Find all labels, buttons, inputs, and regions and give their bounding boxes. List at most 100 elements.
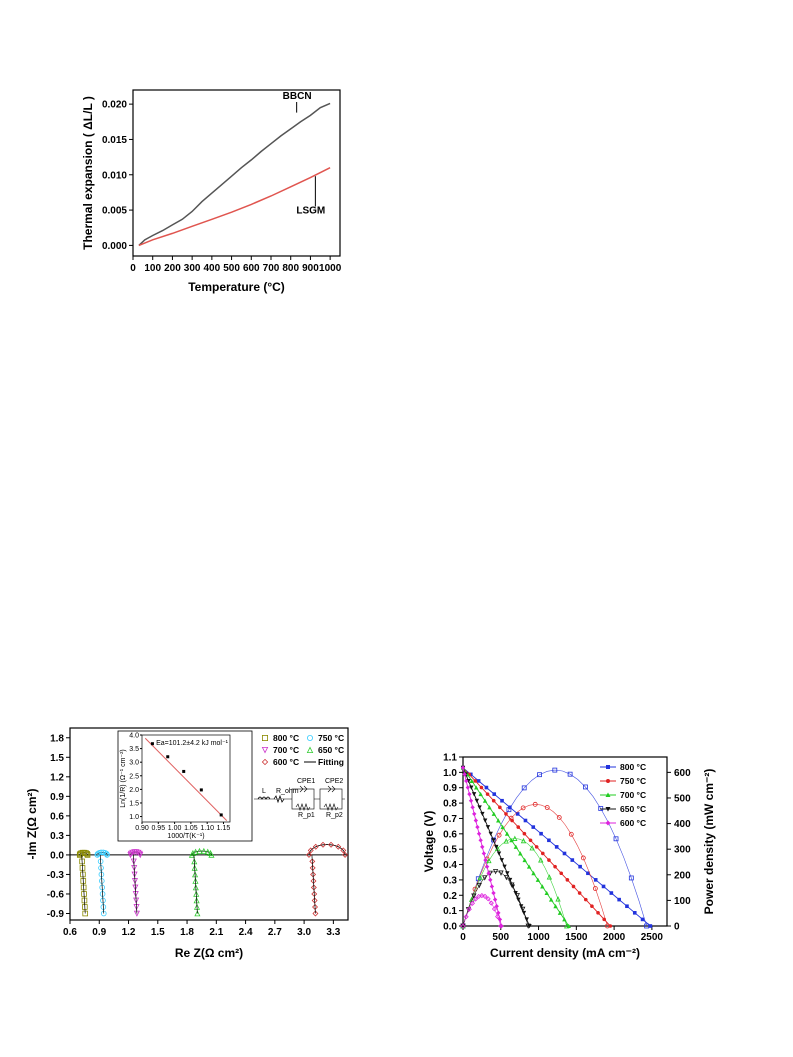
voltage-point: [526, 864, 532, 869]
iv-power-chart: 0 500 1000 1500 2000 25000.00.10.20.30.40.50.…: [422, 753, 716, 961]
voltage-point: [484, 785, 489, 790]
y2-tick-label: 200: [674, 870, 691, 881]
power-point: [466, 906, 472, 912]
voltage-point: [482, 818, 488, 823]
y2-tick-label: 500: [674, 793, 691, 804]
power-point: [644, 923, 650, 929]
voltage-point: [499, 858, 504, 863]
voltage-point: [590, 904, 594, 909]
voltage-point: [467, 791, 472, 797]
legend-label: 600 °C: [273, 757, 299, 767]
x-tick-label: 1000: [319, 263, 342, 274]
y-tick-label: 1.5: [50, 753, 64, 764]
legend-marker: [261, 758, 269, 766]
y-axis-label: -Im Z(Ω cm²): [25, 789, 39, 860]
voltage-point: [500, 798, 504, 803]
voltage-point: [491, 811, 497, 816]
voltage-point: [487, 805, 492, 810]
voltage-point: [509, 838, 514, 843]
y2-tick-label: 100: [674, 896, 691, 907]
y-tick-label: 1.1: [443, 753, 457, 764]
power-point: [604, 923, 610, 929]
power-point: [537, 772, 542, 778]
power-point: [477, 874, 483, 881]
inset-y-tick-label: 3.5: [129, 746, 139, 753]
voltage-point: [539, 831, 543, 836]
power-point: [512, 835, 518, 841]
voltage-point: [518, 904, 524, 909]
y-tick-label: 0.005: [102, 206, 127, 217]
power-point: [506, 807, 512, 813]
voltage-point: [547, 858, 551, 862]
data-point: [104, 852, 110, 858]
voltage-point: [488, 877, 493, 883]
voltage-point: [481, 851, 487, 856]
voltage-point: [473, 779, 478, 783]
power-point: [538, 857, 544, 863]
voltage-point: [528, 838, 533, 843]
inset-y-tick-label: 1.0: [129, 814, 139, 821]
voltage-point: [482, 798, 488, 803]
circuit-parallel-block: [319, 788, 343, 810]
power-point: [492, 869, 499, 875]
voltage-point: [484, 864, 490, 869]
circuit-cpe: [327, 785, 336, 793]
voltage-point: [480, 811, 485, 817]
voltage-point: [553, 904, 558, 909]
y-tick-label: 0.7: [443, 814, 457, 825]
power-point: [556, 815, 562, 820]
voltage-point: [507, 877, 513, 883]
voltage-point: [609, 891, 614, 895]
inset-y-tick-label: 2.5: [129, 773, 139, 780]
x-tick-label: 1.2: [122, 927, 136, 938]
voltage-point: [578, 864, 582, 869]
x-tick-label: 0: [130, 263, 136, 274]
power-point: [508, 815, 514, 821]
circuit-label: CPE1: [297, 778, 315, 785]
voltage-point: [492, 792, 497, 796]
fitting-tail: [81, 854, 86, 914]
voltage-point: [570, 858, 575, 862]
x-tick-label: 2.4: [239, 927, 253, 938]
voltage-point: [464, 778, 469, 784]
x-tick-label: 2.7: [268, 927, 282, 938]
voltage-point: [491, 890, 496, 896]
legend-marker: [261, 747, 269, 754]
x-tick-label: 600: [243, 263, 260, 274]
voltage-point: [566, 923, 571, 928]
power-point: [564, 923, 570, 929]
y-tick-label: 1.2: [50, 772, 64, 783]
voltage-point: [522, 857, 527, 863]
x-axis-label: Temperature (°C): [188, 280, 285, 294]
inset-x-tick-label: 0.90: [135, 825, 149, 832]
power-point: [503, 874, 510, 881]
voltage-point: [583, 897, 588, 902]
y2-tick-label: 0: [674, 922, 680, 933]
data-point: [307, 847, 314, 854]
x-tick-label: 2.1: [209, 927, 223, 938]
voltage-point: [640, 917, 645, 922]
voltage-point: [496, 851, 502, 856]
legend-label: 800 °C: [273, 733, 299, 743]
power-point: [555, 896, 561, 902]
voltage-point: [496, 910, 501, 916]
power-line: [462, 871, 529, 927]
voltage-point: [494, 844, 499, 850]
y2-axis-label: Power density (mW cm⁻²): [702, 769, 716, 915]
equivalent-circuit: L R_ohm CPE1 R_p1 CPE2 R_p2: [254, 778, 345, 819]
inset-x-tick-label: 1.00: [168, 825, 182, 832]
voltage-point: [494, 904, 499, 909]
voltage-point: [554, 845, 559, 849]
voltage-point: [523, 818, 528, 823]
voltage-point: [469, 785, 474, 790]
power-line: [462, 838, 567, 927]
inset-y-axis-label: Ln(1/R) (Ω⁻¹ cm⁻²): [120, 749, 127, 808]
data-point: [320, 841, 326, 848]
voltage-point: [531, 871, 536, 876]
power-point: [580, 855, 586, 861]
voltage-point: [491, 798, 496, 803]
x-tick-label: 0: [460, 932, 466, 943]
voltage-point: [477, 805, 482, 810]
power-point: [486, 857, 492, 864]
voltage-point: [504, 812, 508, 816]
